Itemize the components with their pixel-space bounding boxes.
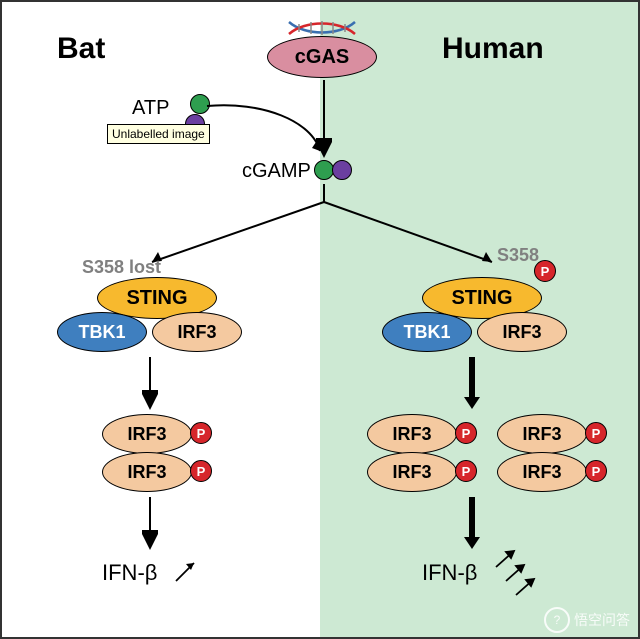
- upregulation-arrow-bat: [172, 557, 202, 587]
- phospho-icon: P: [455, 422, 477, 444]
- irf3-label: IRF3: [127, 424, 166, 445]
- green-dot-icon: [314, 160, 334, 180]
- irf3-p-human-3: IRF3: [367, 452, 457, 492]
- ifnb-label-human: IFN-β: [422, 560, 477, 586]
- sting-label: STING: [126, 287, 187, 310]
- phospho-icon-s358: P: [534, 260, 556, 282]
- s358-label: S358: [497, 245, 539, 266]
- cgas-protein: cGAS: [267, 36, 377, 78]
- irf3-p-bat-1: IRF3: [102, 414, 192, 454]
- diagram-canvas: Bat Human cGAS ATP Unlabelled image cGA: [0, 0, 640, 639]
- s358-lost-label: S358 lost: [82, 257, 161, 278]
- irf3-protein-bat: IRF3: [152, 312, 242, 352]
- tbk1-label: TBK1: [403, 322, 450, 343]
- bat-title: Bat: [57, 32, 105, 66]
- purple-dot-icon: [332, 160, 352, 180]
- irf3-p-bat-2: IRF3: [102, 452, 192, 492]
- irf3-label: IRF3: [392, 424, 431, 445]
- phospho-icon: P: [190, 422, 212, 444]
- irf3-label: IRF3: [522, 462, 561, 483]
- phospho-icon: P: [585, 422, 607, 444]
- arrow-human-ifn: [462, 497, 482, 552]
- irf3-protein-human: IRF3: [477, 312, 567, 352]
- phospho-icon: P: [455, 460, 477, 482]
- tbk1-protein-human: TBK1: [382, 312, 472, 352]
- dna-icon: [287, 18, 357, 38]
- irf3-label: IRF3: [392, 462, 431, 483]
- ifnb-label-bat: IFN-β: [102, 560, 157, 586]
- irf3-p-human-4: IRF3: [497, 452, 587, 492]
- tbk1-protein-bat: TBK1: [57, 312, 147, 352]
- cgamp-label: cGAMP: [242, 160, 311, 183]
- arrow-bat-ifn: [142, 497, 158, 552]
- sting-label: STING: [451, 287, 512, 310]
- tooltip-text: Unlabelled image: [112, 127, 205, 141]
- irf3-p-human-2: IRF3: [497, 414, 587, 454]
- irf3-p-human-1: IRF3: [367, 414, 457, 454]
- arrow-branch: [132, 184, 512, 274]
- atp-label: ATP: [132, 97, 169, 120]
- irf3-label: IRF3: [502, 322, 541, 343]
- irf3-label: IRF3: [177, 322, 216, 343]
- irf3-label: IRF3: [522, 424, 561, 445]
- arrow-atp-curve: [202, 96, 332, 166]
- upregulation-arrows-human: [492, 547, 552, 602]
- cgas-label: cGAS: [295, 46, 349, 69]
- phospho-icon: P: [585, 460, 607, 482]
- tooltip-unlabelled: Unlabelled image: [107, 124, 210, 144]
- arrow-bat-complex-down: [142, 357, 158, 412]
- watermark-icon: ?: [544, 607, 570, 633]
- tbk1-label: TBK1: [78, 322, 125, 343]
- watermark: ? 悟空问答: [544, 607, 630, 633]
- arrow-human-complex-down: [462, 357, 482, 412]
- phospho-icon: P: [190, 460, 212, 482]
- irf3-label: IRF3: [127, 462, 166, 483]
- human-title: Human: [442, 32, 544, 66]
- watermark-text: 悟空问答: [574, 610, 630, 630]
